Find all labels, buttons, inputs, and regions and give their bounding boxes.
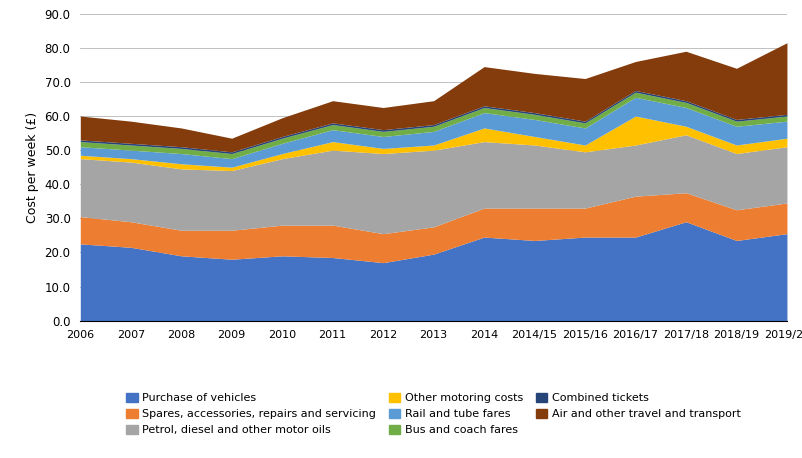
Legend: Purchase of vehicles, Spares, accessories, repairs and servicing, Petrol, diesel: Purchase of vehicles, Spares, accessorie… — [121, 387, 745, 441]
Y-axis label: Cost per week (£): Cost per week (£) — [26, 112, 39, 223]
